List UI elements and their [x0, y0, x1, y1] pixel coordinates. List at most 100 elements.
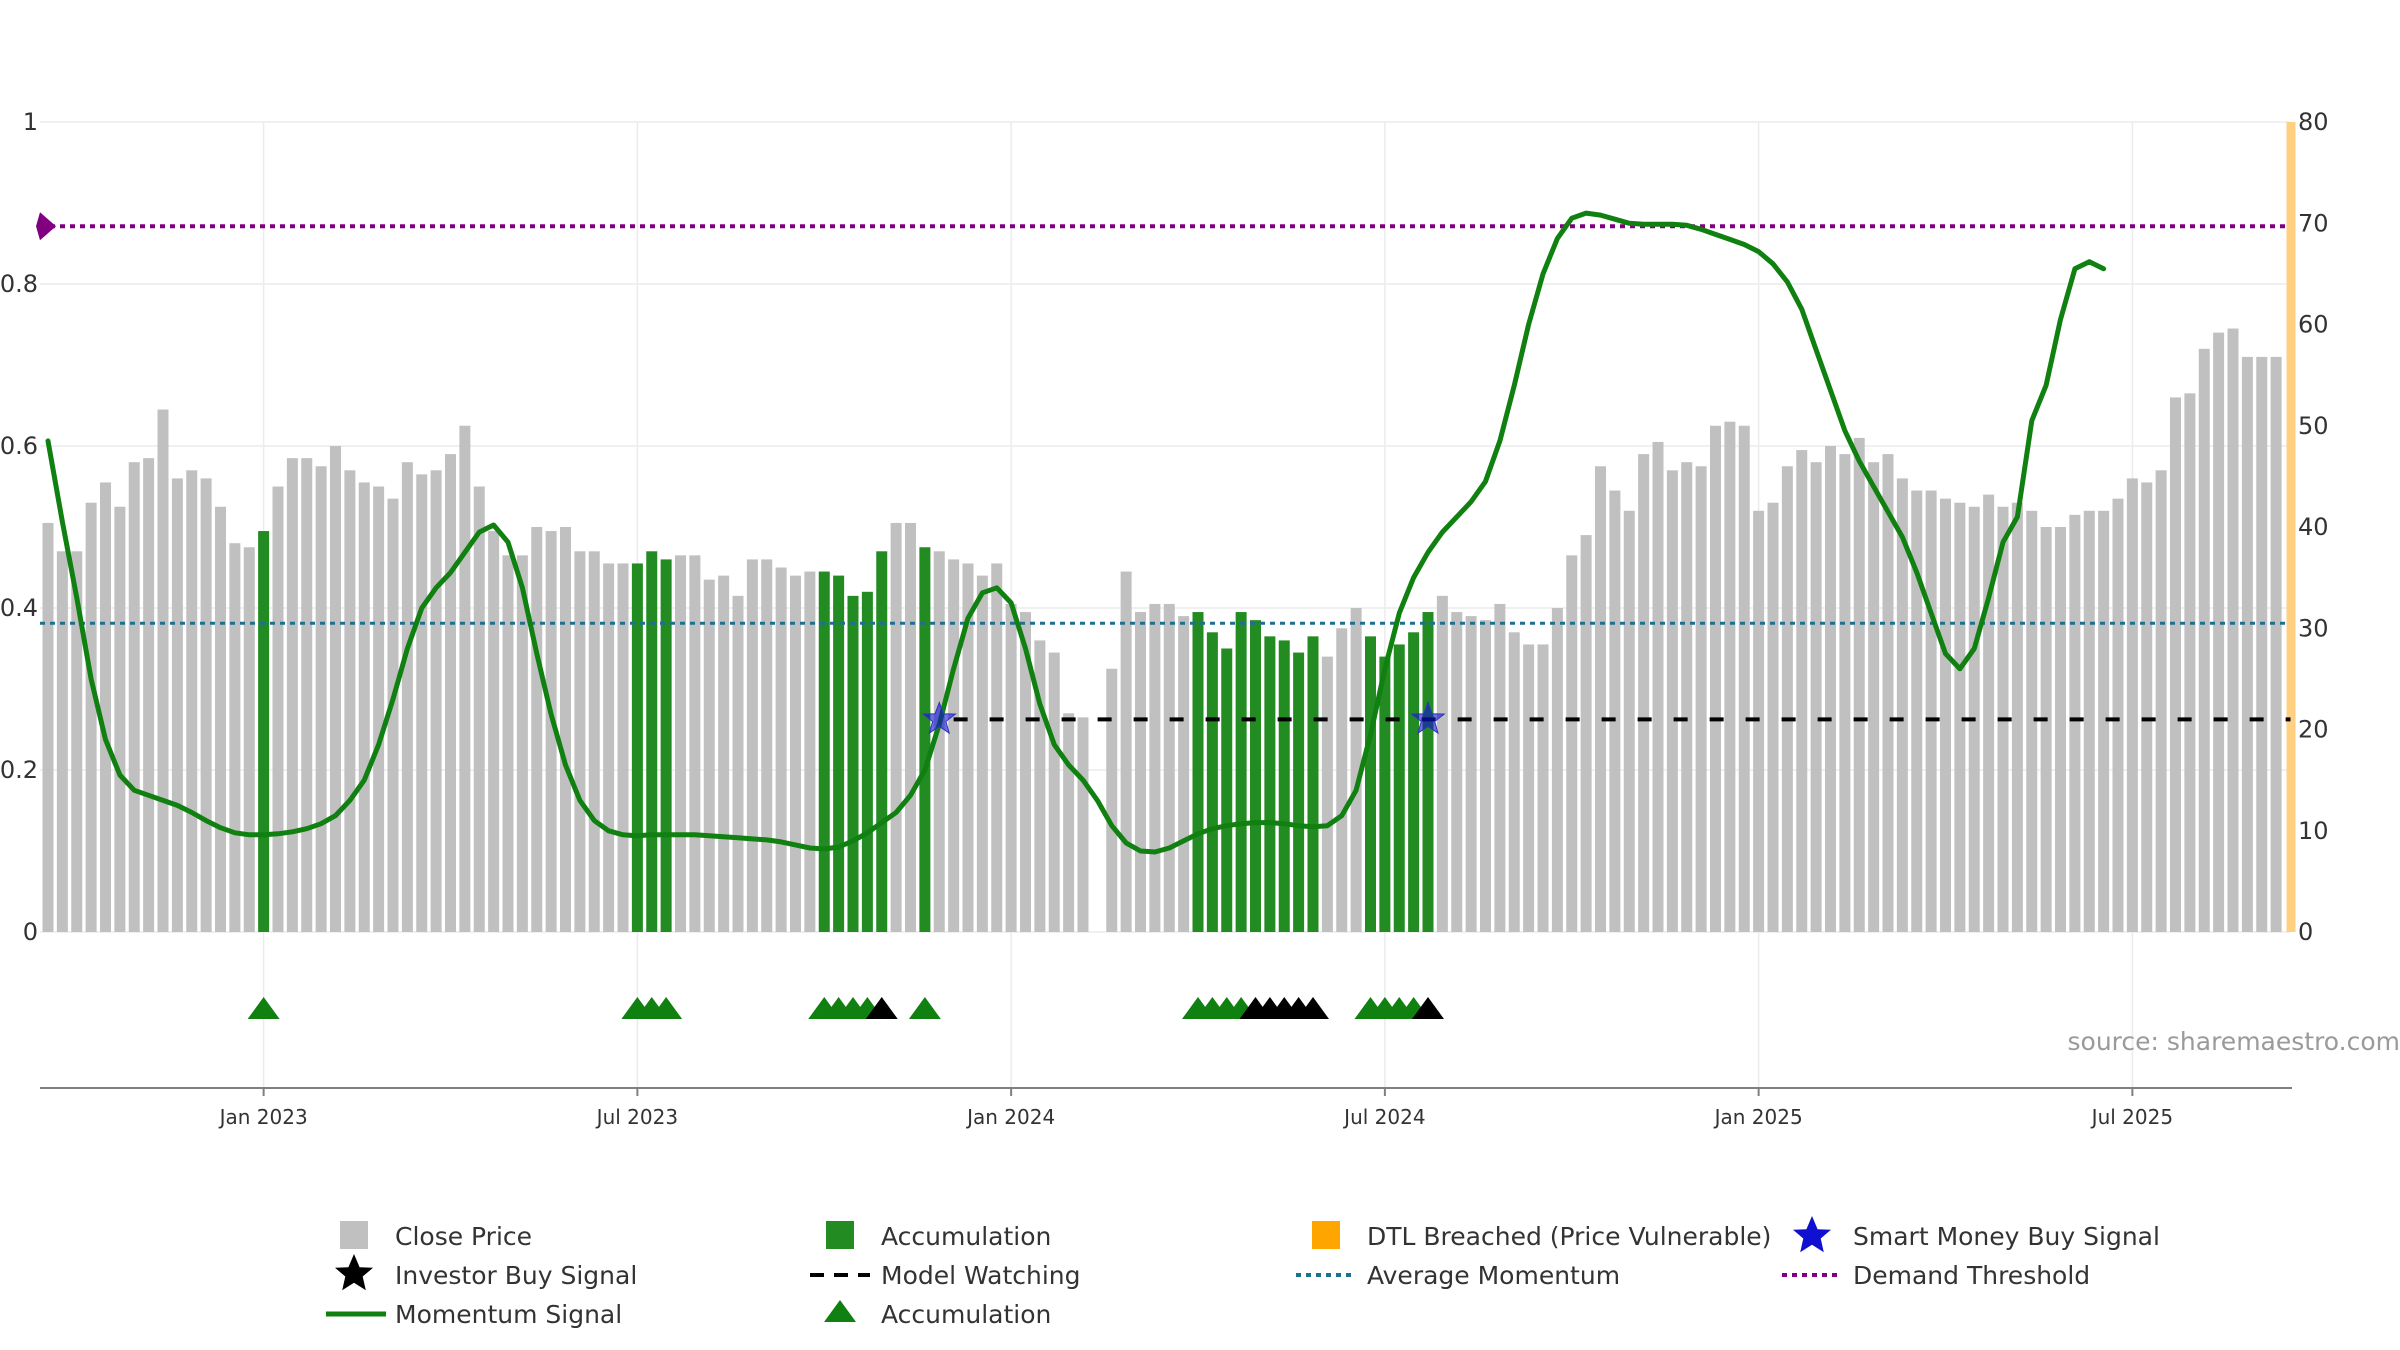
close-price-bar: [2184, 393, 2196, 933]
close-price-bar: [962, 563, 974, 932]
close-price-bar: [459, 425, 471, 932]
close-price-bar: [1580, 535, 1592, 932]
left-y-tick-label: 0.4: [0, 594, 38, 622]
close-price-bar: [574, 551, 586, 932]
close-price-bar: [286, 458, 298, 932]
close-price-bar: [2213, 332, 2225, 933]
right-y-tick-label: 40: [2298, 513, 2329, 541]
demand-threshold-marker: [36, 212, 56, 241]
accumulation-bar: [660, 559, 672, 932]
close-price-bar: [1767, 502, 1779, 932]
legend-smart-money-star-icon: [1793, 1216, 1831, 1253]
accumulation-bar: [1379, 656, 1391, 932]
legend-investor-star-icon: [335, 1254, 373, 1291]
legend-label-investor-buy: Investor Buy Signal: [395, 1261, 637, 1290]
close-price-bar: [2098, 510, 2110, 932]
close-price-bar: [330, 446, 341, 932]
price-bars: [42, 122, 2296, 933]
close-price-bar: [2155, 470, 2167, 932]
close-price-bar: [1609, 490, 1621, 932]
close-price-bar: [1537, 644, 1549, 932]
close-price-bar: [1106, 668, 1118, 932]
close-price-bar: [991, 563, 1003, 932]
close-price-bar: [1451, 612, 1463, 932]
momentum-signal-line: [45, 210, 2107, 855]
accumulation-bar: [1235, 612, 1247, 932]
close-price-bar: [1681, 462, 1693, 932]
right-y-tick-label: 80: [2298, 108, 2329, 136]
close-price-bar: [761, 559, 773, 932]
x-tick-label: Jan 2023: [218, 1105, 308, 1129]
accumulation-bar: [1393, 644, 1405, 932]
close-price-bar: [545, 531, 557, 932]
close-price-bar: [473, 486, 485, 932]
close-price-bar: [2083, 510, 2095, 932]
close-price-bar: [675, 555, 686, 932]
close-price-bar: [1753, 510, 1765, 932]
investor-buy-triangle-icon: [1412, 997, 1444, 1019]
right-y-tick-label: 0: [2298, 918, 2313, 946]
close-price-bar: [1983, 494, 1995, 932]
close-price-bar: [560, 527, 571, 932]
accumulation-bar: [818, 571, 830, 932]
close-price-bar: [272, 486, 284, 932]
accumulation-bar: [631, 563, 643, 932]
close-price-bar: [430, 470, 442, 932]
close-price-bar: [171, 478, 183, 932]
accumulation-bar: [646, 551, 658, 932]
close-price-bar: [401, 462, 413, 932]
close-price-bar: [2026, 510, 2038, 932]
accumulation-bar: [1408, 632, 1420, 932]
close-price-bar: [114, 506, 126, 932]
legend-accumulation-triangle-icon: [824, 1300, 856, 1322]
close-price-bar: [804, 571, 816, 932]
accumulation-bar: [919, 547, 931, 932]
accumulation-bar: [1206, 632, 1218, 932]
close-price-bar: [229, 543, 241, 932]
close-price-bar: [1120, 571, 1132, 932]
accumulation-triangle-icon: [650, 997, 683, 1019]
legend-label-close-price: Close Price: [395, 1222, 532, 1251]
right-y-tick-label: 70: [2298, 209, 2329, 237]
close-price-bar: [1810, 462, 1822, 932]
close-price-bar: [2170, 397, 2181, 932]
close-price-bar: [85, 502, 97, 932]
close-price-bar: [1149, 603, 1161, 932]
close-price-bar: [143, 458, 155, 932]
close-price-bar: [617, 563, 629, 932]
close-price-bar: [416, 474, 428, 932]
close-price-bar: [1623, 510, 1635, 932]
accumulation-bar: [1264, 636, 1276, 932]
close-price-bar: [746, 559, 758, 932]
close-price-bar: [100, 482, 111, 932]
close-price-bar: [1034, 640, 1046, 932]
left-y-tick-label: 0.6: [0, 432, 38, 460]
close-price-bar: [2040, 527, 2052, 932]
close-price-bar: [790, 575, 801, 932]
close-price-bar: [1940, 498, 1951, 932]
accumulation-bar: [1307, 636, 1319, 932]
close-price-bar: [1350, 608, 1362, 932]
close-price-bar: [689, 555, 701, 932]
close-price-bar: [775, 567, 787, 932]
close-price-bar: [1868, 462, 1880, 932]
close-price-bar: [2011, 502, 2023, 932]
accumulation-bar: [833, 575, 845, 932]
close-price-bar: [1853, 437, 1865, 932]
close-price-bar: [1077, 717, 1089, 932]
close-price-bar: [703, 579, 715, 932]
close-price-bar: [1738, 425, 1750, 932]
left-y-tick-label: 0.8: [0, 270, 38, 298]
close-price-bar: [56, 551, 68, 932]
close-price-bar: [1566, 555, 1578, 932]
close-price-bar: [1436, 595, 1448, 932]
close-price-bar: [1666, 470, 1678, 932]
close-price-bar: [1796, 450, 1808, 932]
close-price-bar: [1020, 612, 1031, 932]
right-y-tick-label: 60: [2298, 311, 2329, 339]
close-price-bar: [1508, 632, 1520, 932]
close-price-bar: [2227, 328, 2239, 932]
accumulation-bar: [1250, 620, 1261, 932]
x-tick-label: Jul 2025: [2090, 1105, 2173, 1129]
